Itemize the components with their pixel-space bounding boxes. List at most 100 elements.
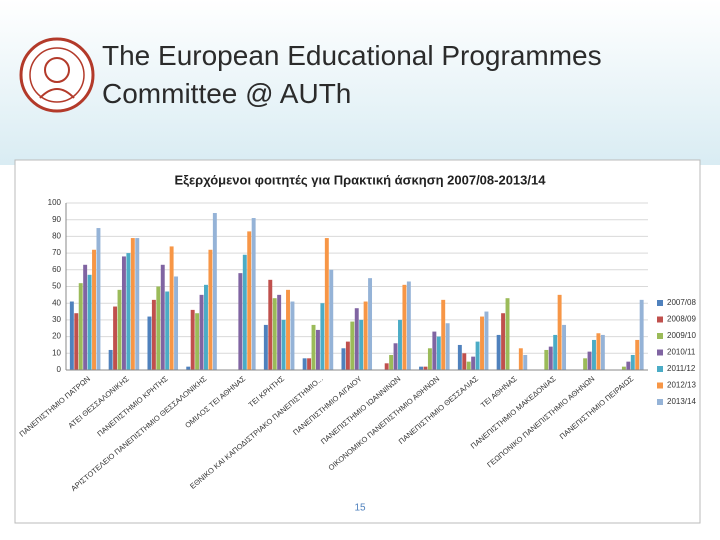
bar [441, 299, 446, 370]
bar [462, 353, 467, 370]
bar [126, 253, 131, 370]
bar [160, 264, 165, 370]
bar [324, 238, 329, 370]
bar [121, 256, 126, 370]
legend-swatch [657, 333, 663, 339]
bar [505, 298, 510, 370]
bar [147, 316, 152, 370]
bar [307, 358, 312, 370]
y-tick-label: 20 [52, 332, 61, 341]
bar [320, 303, 325, 370]
y-tick-label: 0 [57, 365, 62, 374]
slide-title: The European Educational Programmes Commi… [102, 40, 602, 109]
bar [130, 238, 135, 370]
chart-title: Εξερχόμενοι φοιτητές για Πρακτική άσκηση… [175, 172, 547, 187]
bar [204, 284, 208, 370]
y-tick-label: 10 [52, 348, 61, 357]
y-tick-label: 60 [52, 265, 61, 274]
bar [384, 363, 389, 370]
bar [587, 351, 592, 370]
bar [186, 366, 191, 370]
bar [480, 316, 484, 370]
bar [583, 358, 588, 370]
legend-label: 2011/12 [667, 364, 696, 373]
bar [329, 269, 334, 370]
bar [630, 354, 635, 370]
bar [247, 231, 252, 370]
bar [423, 366, 428, 370]
legend-swatch [657, 300, 663, 306]
bar [432, 331, 437, 370]
bar [69, 301, 74, 370]
bar [92, 249, 96, 370]
bar [302, 358, 307, 370]
bar [484, 311, 489, 370]
bar [557, 294, 562, 370]
bar [277, 294, 282, 370]
bar [518, 348, 523, 370]
bar [402, 284, 407, 370]
bar [199, 294, 204, 370]
legend-label: 2009/10 [667, 331, 696, 340]
y-tick-label: 40 [52, 298, 61, 307]
bar [389, 354, 394, 370]
bar [635, 339, 640, 370]
bar [553, 334, 558, 370]
bar [393, 343, 398, 370]
bar [87, 274, 92, 370]
bar [427, 348, 432, 370]
bar [457, 344, 462, 370]
bar [496, 334, 501, 370]
bar [398, 319, 402, 370]
bar [523, 354, 528, 370]
legend-label: 2013/14 [667, 397, 696, 406]
page-number: 15 [354, 503, 366, 514]
bar [83, 264, 88, 370]
bar [600, 334, 605, 370]
bar [272, 298, 277, 370]
bar [311, 324, 316, 370]
y-tick-label: 70 [52, 248, 61, 257]
bar [359, 319, 364, 370]
legend-swatch [657, 382, 663, 389]
legend-label: 2012/13 [667, 381, 696, 390]
bar [475, 341, 480, 370]
bar [195, 313, 200, 370]
bar [212, 213, 217, 370]
bar [621, 366, 626, 370]
bar [562, 324, 567, 370]
bar [169, 246, 174, 370]
bar [315, 329, 320, 370]
bar [208, 249, 213, 370]
bar [174, 276, 179, 370]
legend-swatch [657, 316, 663, 323]
bar [156, 286, 161, 370]
bar [151, 299, 156, 370]
bar [345, 341, 350, 370]
legend-swatch [657, 349, 663, 356]
y-tick-label: 50 [52, 282, 61, 291]
bar [78, 283, 83, 370]
legend-label: 2008/09 [667, 315, 696, 324]
bar [419, 366, 424, 370]
bar [96, 228, 101, 370]
y-tick-label: 80 [52, 232, 61, 241]
bar [117, 289, 122, 370]
legend-label: 2010/11 [667, 348, 696, 357]
legend-swatch [657, 366, 663, 372]
bar [113, 306, 118, 370]
bar [368, 278, 373, 370]
bar [350, 321, 355, 370]
bar [406, 281, 411, 370]
bar [471, 356, 476, 370]
bar [639, 299, 644, 370]
bar [290, 301, 295, 370]
bar [363, 301, 368, 370]
bar [242, 254, 247, 370]
bar [281, 319, 286, 370]
bar [251, 218, 256, 370]
y-tick-label: 100 [48, 198, 62, 207]
bar [286, 289, 290, 370]
bar [592, 339, 596, 370]
bar [501, 313, 506, 370]
